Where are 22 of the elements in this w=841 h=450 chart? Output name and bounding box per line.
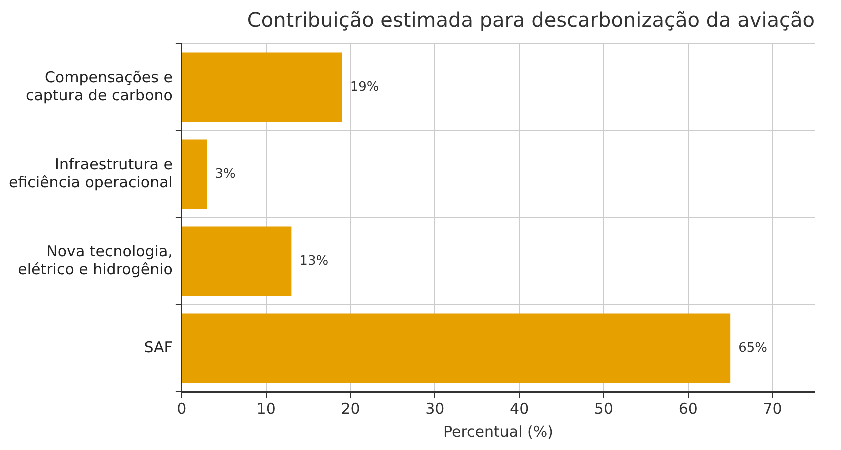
x-tick-label: 60: [678, 400, 698, 418]
x-axis-title: Percentual (%): [443, 422, 554, 441]
y-tick-label: SAF: [144, 338, 173, 356]
x-tick-label: 20: [341, 400, 360, 418]
y-tick-label: Infraestrutura e eficiência operacional: [8, 155, 173, 192]
data-label: 13%: [300, 254, 329, 269]
data-label: 3%: [215, 166, 236, 182]
x-tick-label: 70: [763, 400, 782, 418]
chart-title: Contribuição estimada para descarbonização da aviação: [247, 8, 815, 32]
bar: [182, 52, 342, 122]
x-tick-label: 50: [594, 400, 614, 418]
y-tick-label: Nova tecnologia, elétrico e hidrogênio: [18, 242, 173, 278]
x-tick-label: 40: [510, 400, 530, 418]
bar: [182, 314, 731, 384]
x-tick-label: 10: [256, 400, 276, 418]
data-label: 19%: [350, 80, 380, 95]
x-tick-label: 0: [177, 400, 187, 418]
bar: [182, 140, 208, 210]
data-label: 65%: [738, 340, 768, 356]
bar: [182, 226, 292, 296]
y-tick-label: Compensações e captura de carbono: [26, 68, 173, 104]
x-tick-label: 30: [426, 400, 445, 418]
